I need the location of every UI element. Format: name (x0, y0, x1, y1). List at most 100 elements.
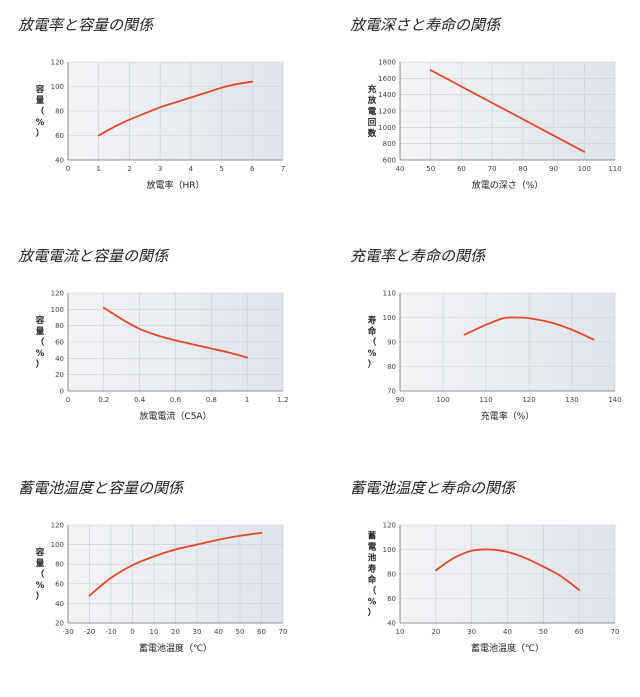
x-tick-label: 0 (66, 396, 70, 404)
y-tick-label: 1400 (378, 91, 396, 99)
x-axis-label: 放電電流（C5A） (139, 410, 211, 422)
x-tick-label: 20 (431, 628, 440, 636)
x-tick-label: 90 (549, 165, 558, 173)
chart-panel-2: 放電深さと寿命の関係 40 50 60 70 80 90 100 110 600 800 1000 12… (350, 14, 640, 234)
y-tick-label: 110 (383, 290, 396, 298)
y-tick-label: 40 (55, 157, 64, 165)
y-axis-label: 充放電回数 (367, 84, 377, 139)
y-tick-label: 1800 (378, 59, 396, 67)
chart-title: 放電電流と容量の関係 (18, 247, 169, 265)
x-tick-label: 60 (457, 165, 466, 173)
x-tick-label: 70 (488, 165, 497, 173)
y-tick-label: 40 (55, 355, 64, 363)
x-tick-label: 110 (479, 396, 492, 404)
y-tick-label: 80 (387, 363, 396, 371)
x-axis-label: 蓄電池温度（℃） (471, 642, 544, 654)
chart-svg: 90 100 110 120 130 140 70 80 90 100 110 充電率（%） 寿命（%） (367, 290, 622, 423)
x-tick-label: 20 (171, 628, 180, 636)
x-tick-label: 120 (522, 396, 535, 404)
chart-title: 蓄電池温度と容量の関係 (18, 479, 184, 497)
x-tick-label: 0.2 (98, 396, 109, 404)
y-tick-label: 600 (383, 157, 396, 165)
chart-svg: 0 1 2 3 4 5 6 7 40 60 80 100 120 放電率（HR） 容量（%） (35, 59, 285, 192)
chart-panel-4: 充電率と寿命の関係 90 100 110 120 130 140 70 80 90 100 110 充電… (350, 245, 640, 465)
x-tick-label: 3 (158, 165, 162, 173)
y-axis-label: 容量（%） (35, 315, 45, 370)
chart-panel-6: 蓄電池温度と寿命の関係 10 20 30 40 50 60 70 40 60 80 100 120 蓄電池… (350, 477, 640, 697)
y-tick-label: 120 (51, 290, 64, 298)
y-tick-label: 60 (387, 595, 396, 603)
chart-panel-5: 蓄電池温度と容量の関係 -30 -20 -10 0 10 20 30 40 50 60 70 20 40 6… (18, 477, 318, 697)
series-line (429, 69, 586, 153)
y-tick-label: 800 (383, 140, 396, 148)
x-tick-label: 40 (214, 628, 223, 636)
x-tick-label: -30 (62, 628, 73, 636)
x-tick-label: 4 (189, 165, 194, 173)
x-tick-label: 2 (127, 165, 131, 173)
x-tick-label: 0 (130, 628, 134, 636)
chart-title: 放電率と容量の関係 (18, 16, 154, 34)
x-tick-label: 5 (219, 165, 223, 173)
chart-title: 放電深さと寿命の関係 (350, 16, 501, 34)
y-tick-label: 80 (55, 322, 64, 330)
x-tick-label: -10 (105, 628, 116, 636)
x-tick-label: -20 (84, 628, 95, 636)
x-tick-label: 40 (503, 628, 512, 636)
x-tick-label: 10 (150, 628, 159, 636)
x-tick-label: 70 (279, 628, 288, 636)
chart-panel-3: 放電電流と容量の関係 0 0.2 0.4 0.6 0.8 1 1.2 0 20 40 60 80 100 1… (18, 245, 318, 465)
series-line (463, 316, 595, 341)
y-tick-label: 100 (383, 314, 396, 322)
series-line (434, 548, 581, 591)
y-tick-label: 80 (55, 108, 64, 116)
x-tick-label: 100 (436, 396, 449, 404)
y-axis-label: 寿命（%） (367, 315, 377, 370)
x-axis-label: 放電率（HR） (146, 179, 204, 191)
y-tick-label: 0 (60, 388, 64, 396)
x-tick-label: 90 (396, 396, 405, 404)
x-tick-label: 140 (608, 396, 621, 404)
series-line (102, 306, 249, 359)
chart-title: 充電率と寿命の関係 (350, 247, 486, 265)
y-axis-label: 容量（%） (35, 547, 45, 602)
x-tick-label: 50 (426, 165, 435, 173)
y-tick-label: 40 (387, 620, 396, 628)
x-tick-label: 0.8 (206, 396, 217, 404)
y-tick-label: 60 (55, 132, 64, 140)
x-tick-label: 110 (608, 165, 621, 173)
x-tick-label: 60 (257, 628, 266, 636)
x-tick-label: 130 (565, 396, 578, 404)
y-tick-label: 1000 (378, 124, 396, 132)
x-tick-label: 60 (575, 628, 584, 636)
x-tick-label: 30 (467, 628, 476, 636)
y-tick-label: 40 (55, 600, 64, 608)
chart-title: 蓄電池温度と寿命の関係 (350, 479, 516, 497)
y-tick-label: 100 (51, 306, 64, 314)
x-tick-label: 0.6 (170, 396, 182, 404)
y-tick-label: 100 (383, 546, 396, 554)
x-tick-label: 70 (611, 628, 620, 636)
x-tick-label: 50 (236, 628, 245, 636)
chart-svg: -30 -20 -10 0 10 20 30 40 50 60 70 20 40 60 80 100 120 蓄電… (35, 522, 288, 655)
series-line (97, 80, 254, 137)
series-line (88, 531, 263, 597)
y-tick-label: 70 (387, 388, 396, 396)
y-tick-label: 1600 (378, 75, 396, 83)
x-tick-label: 40 (396, 165, 405, 173)
y-tick-label: 80 (387, 571, 396, 579)
x-axis-label: 蓄電池温度（℃） (139, 642, 212, 654)
x-tick-label: 30 (193, 628, 202, 636)
x-tick-label: 10 (396, 628, 405, 636)
x-tick-label: 100 (578, 165, 591, 173)
x-tick-label: 0.4 (134, 396, 146, 404)
y-tick-label: 100 (51, 541, 64, 549)
y-tick-label: 20 (55, 371, 64, 379)
y-tick-label: 80 (55, 561, 64, 569)
y-tick-label: 100 (51, 83, 64, 91)
chart-panel-1: 放電率と容量の関係 0 1 2 3 4 5 6 7 40 60 80 100 120 放電率（HR） 容量（%… (18, 14, 318, 234)
x-tick-label: 50 (539, 628, 548, 636)
x-tick-label: 6 (250, 165, 255, 173)
x-tick-label: 1 (96, 165, 100, 173)
y-tick-label: 120 (51, 522, 64, 530)
y-axis-label: 蓄電池寿命（%） (367, 531, 377, 619)
